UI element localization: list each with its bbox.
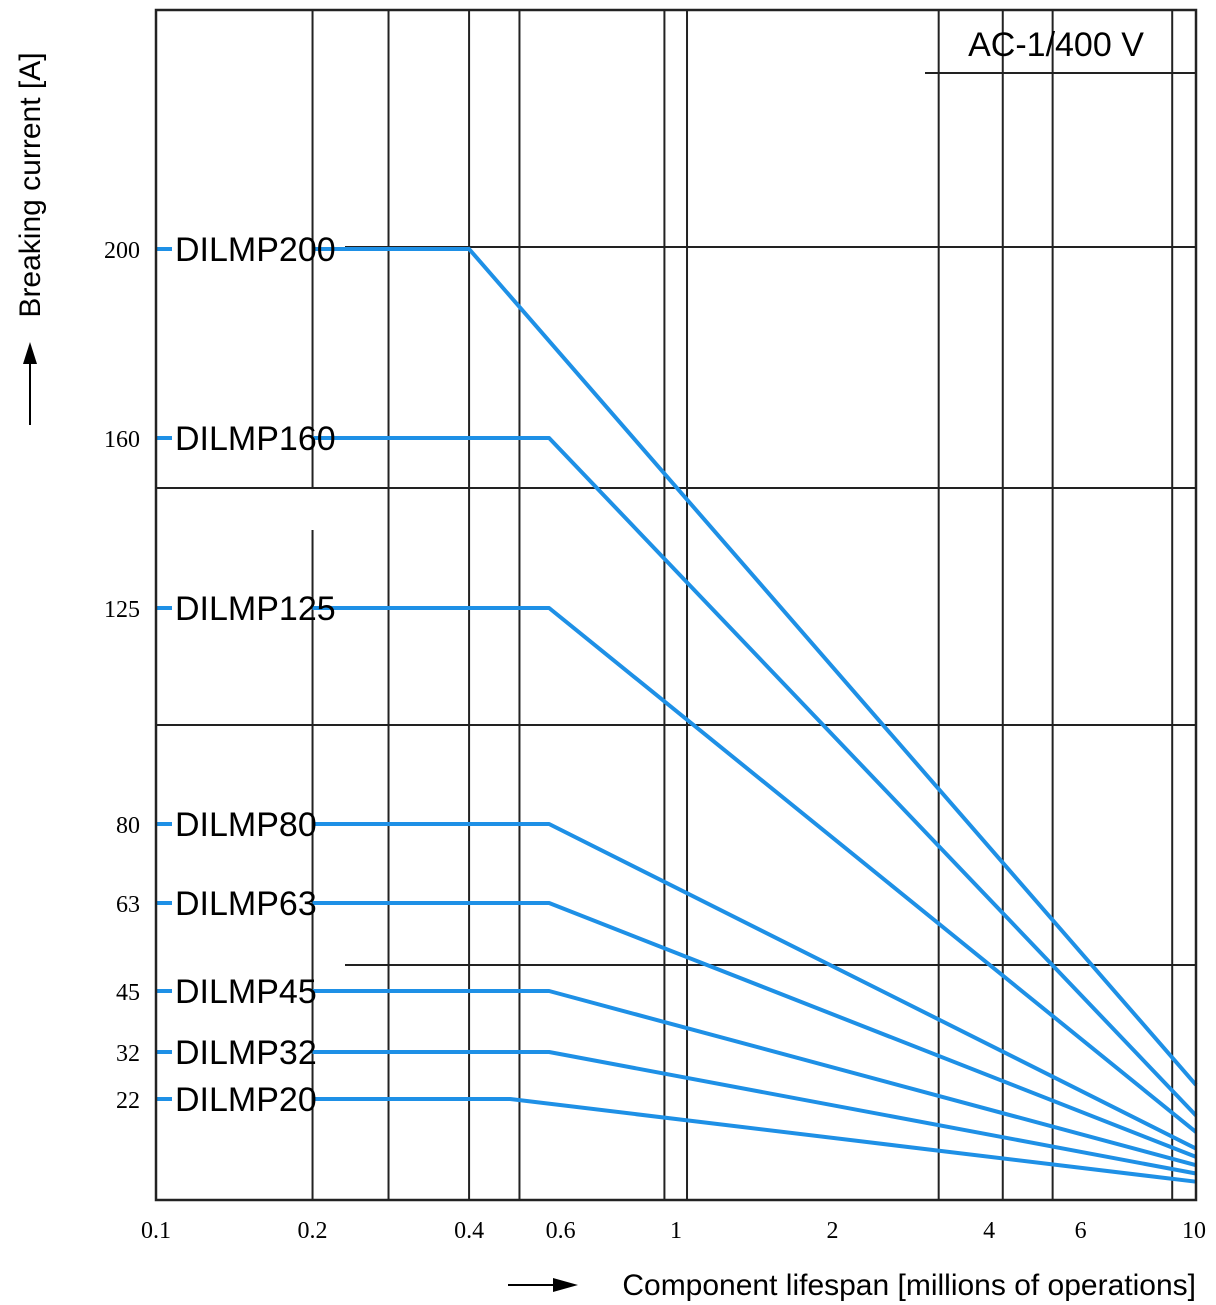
x-axis-title: Component lifespan [millions of operatio… [622,1269,1196,1302]
y-axis-title: Breaking current [A] [14,52,47,317]
series-line-dilmp80 [312,822,1197,1151]
series-line-dilmp63 [312,901,1197,1159]
series-line-dilmp45 [312,989,1197,1168]
y-tick-label: 63 [116,892,140,918]
series-label-dilmp160: DILMP160 [175,420,336,458]
y-axis-arrow [23,342,37,425]
x-tick-label: 0.1 [141,1218,171,1244]
y-axis-title-group: Breaking current [A] [14,52,47,317]
x-tick-label: 0.4 [454,1218,484,1244]
series-line-dilmp32 [312,1050,1197,1176]
series-label-dilmp20: DILMP20 [175,1081,317,1119]
x-tick-label: 6 [1075,1218,1087,1244]
y-tick-label: 200 [104,238,140,264]
plot-frame [154,8,1198,1202]
series-label-dilmp125: DILMP125 [175,590,336,628]
x-tick-label: 10 [1182,1218,1206,1244]
x-tick-label: 1 [670,1218,682,1244]
chart-title: AC-1/400 V [968,26,1144,64]
series-line-dilmp200 [312,247,1198,1087]
series-label-dilmp45: DILMP45 [175,973,317,1011]
y-tick-label: 32 [116,1041,140,1067]
y-tick-label: 125 [104,597,140,623]
x-axis-ticks: 0.1 0.2 0.4 0.6 1 2 4 6 10 [141,1218,1206,1244]
series-labels: DILMP200 DILMP160 DILMP125 DILMP80 DILMP63 DI… [175,231,336,1119]
series-label-dilmp200: DILMP200 [175,231,336,269]
x-axis-arrow [508,1278,578,1292]
x-tick-label: 2 [827,1218,839,1244]
series-label-dilmp63: DILMP63 [175,885,317,923]
series-label-dilmp32: DILMP32 [175,1034,317,1072]
x-tick-label: 0.2 [298,1218,328,1244]
x-tick-label: 0.6 [546,1218,576,1244]
series-line-dilmp125 [312,606,1198,1134]
series-line-dilmp160 [312,436,1198,1117]
y-tick-label: 160 [104,427,140,453]
y-tick-label: 45 [116,980,140,1006]
series-line-dilmp20 [312,1097,1197,1184]
series-label-dilmp80: DILMP80 [175,806,317,844]
y-tick-label: 22 [116,1088,140,1114]
y-tick-label: 80 [116,813,140,839]
y-axis-ticks: 200 160 125 80 63 45 32 22 [104,238,172,1114]
x-tick-label: 4 [983,1218,995,1244]
series-lines [312,247,1198,1184]
